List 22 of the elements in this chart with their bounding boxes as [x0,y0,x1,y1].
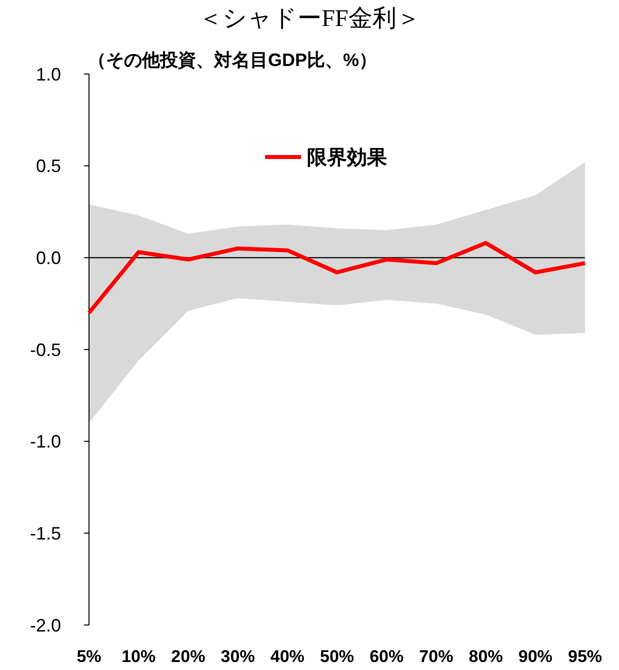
y-tick-label: -1.5 [30,523,61,544]
y-tick-label: -1.0 [30,432,61,452]
x-tick-label: 30% [220,647,255,666]
legend-label: 限界効果 [307,146,388,169]
y-tick-label: -0.5 [30,340,61,360]
x-tick-label: 80% [468,647,503,666]
x-tick-label: 10% [122,647,156,666]
x-tick-label: 5% [76,647,102,666]
y-tick-label: -2.0 [30,615,61,636]
x-tick-label: 60% [370,647,404,666]
y-tick-label: 1.0 [36,64,61,84]
chart-title: ＜シャドーFF金利＞ [198,6,420,32]
x-tick-label: 70% [419,647,454,666]
x-tick-label: 20% [171,647,206,666]
chart-subtitle: （その他投資、対名目GDP比、%） [88,50,378,70]
line-series [87,240,587,315]
y-tick-label: 0.0 [36,248,61,268]
y-tick-label: 0.5 [36,156,61,176]
x-tick-label: 40% [270,647,304,666]
x-tick-label: 50% [320,647,354,666]
x-tick-label: 95% [568,647,602,666]
x-tick-label: 90% [518,647,552,666]
